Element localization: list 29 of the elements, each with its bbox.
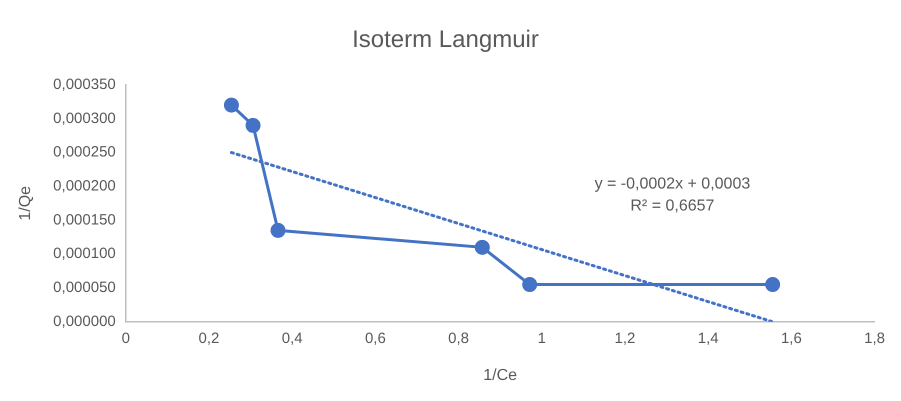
y-tick-label: 0,000150: [53, 211, 116, 228]
y-tick-label: 0,000000: [53, 312, 116, 330]
point: [474, 240, 490, 255]
point: [765, 277, 780, 292]
y-tick-label: 0,000100: [53, 245, 116, 262]
x-tick-label: 1,6: [780, 330, 802, 347]
annotation: R² = 0,6657: [630, 198, 715, 215]
annotation: y = -0,0002x + 0,0003: [594, 176, 750, 193]
x-tick-label: 1,2: [614, 330, 636, 347]
x-tick-label: 0: [122, 330, 130, 347]
point: [522, 277, 538, 292]
y-tick-label: 0,000200: [53, 178, 116, 195]
x-tick-label: 1,4: [698, 330, 719, 347]
x-axis-title: 1/Ce: [483, 366, 518, 384]
x-tick-label: 0,6: [364, 330, 386, 347]
x-tick-label: 0,2: [198, 330, 220, 347]
y-axis-title: 1/Qe: [17, 186, 34, 221]
x-tick-label: 0,8: [448, 330, 469, 347]
x-tick-label: 1: [538, 330, 546, 347]
chart-title: Isoterm Langmuir: [352, 26, 539, 54]
x-tick-label: 1,8: [864, 330, 886, 347]
point: [270, 222, 286, 238]
y-tick-label: 0,000350: [53, 76, 116, 93]
y-tick-label: 0,000250: [53, 144, 116, 161]
y-tick-label: 0,000050: [53, 279, 116, 296]
point: [246, 118, 261, 133]
x-tick-label: 0,4: [282, 330, 303, 347]
y-tick-label: 0,000300: [53, 110, 116, 127]
point: [224, 98, 239, 113]
